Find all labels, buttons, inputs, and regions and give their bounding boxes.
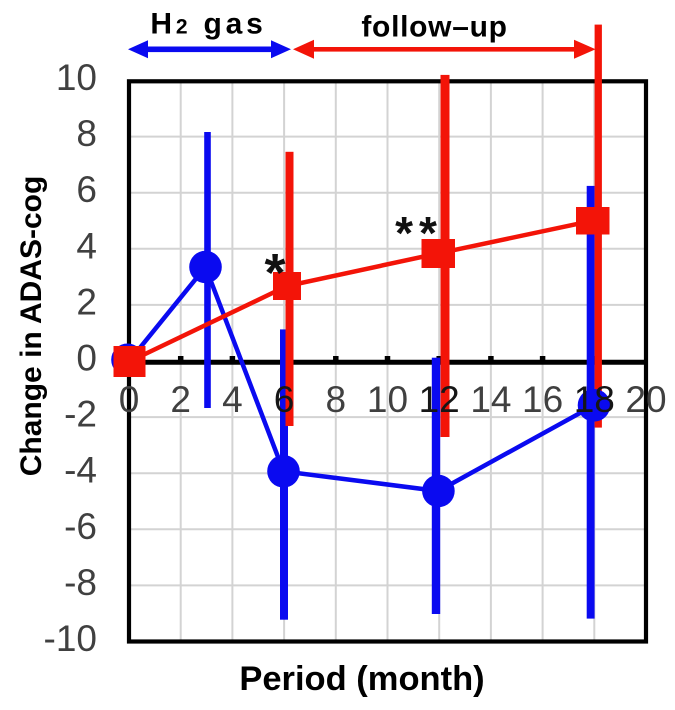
svg-text:6: 6 — [274, 379, 295, 420]
svg-text:-6: -6 — [64, 506, 97, 547]
svg-text:H2 gas: H2 gas — [150, 8, 266, 41]
svg-text:follow–up: follow–up — [361, 11, 507, 44]
svg-text:Change in ADAS-cog: Change in ADAS-cog — [15, 176, 48, 477]
svg-text:2: 2 — [170, 379, 191, 420]
svg-text:18: 18 — [574, 379, 615, 420]
svg-text:-2: -2 — [64, 394, 97, 435]
svg-text:10: 10 — [367, 379, 408, 420]
svg-text:8: 8 — [326, 379, 347, 420]
svg-text:4: 4 — [76, 225, 97, 266]
svg-text:Period (month): Period (month) — [239, 660, 484, 698]
svg-text:16: 16 — [522, 379, 563, 420]
svg-text:-4: -4 — [64, 450, 97, 491]
svg-text:6: 6 — [76, 169, 97, 210]
svg-text:2: 2 — [76, 281, 97, 322]
svg-text:0: 0 — [119, 379, 140, 420]
svg-text:10: 10 — [56, 57, 97, 98]
svg-text:-10: -10 — [44, 618, 97, 659]
svg-text:8: 8 — [76, 113, 97, 154]
svg-text:*: * — [264, 243, 285, 303]
svg-text:-8: -8 — [64, 562, 97, 603]
svg-text:4: 4 — [222, 379, 243, 420]
svg-text:0: 0 — [76, 338, 97, 379]
svg-text:20: 20 — [625, 379, 666, 420]
svg-text:12: 12 — [419, 379, 460, 420]
svg-text:**: ** — [395, 207, 443, 259]
svg-text:14: 14 — [470, 379, 511, 420]
